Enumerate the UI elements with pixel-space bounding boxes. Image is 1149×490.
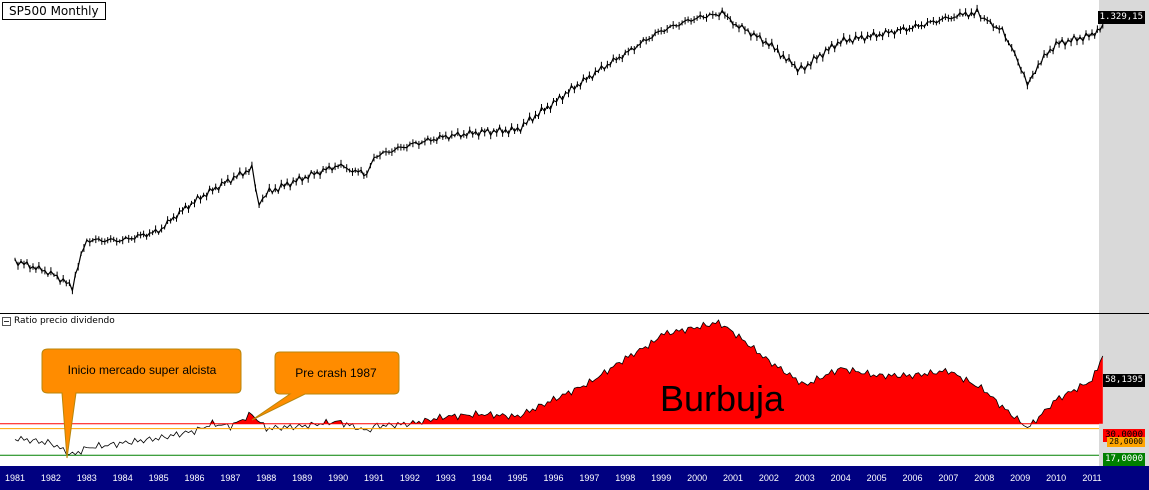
collapse-icon[interactable]	[2, 316, 11, 326]
x-axis-bar	[0, 466, 1149, 490]
x-tick-label: 1994	[472, 473, 492, 483]
price-scale-panel	[1099, 0, 1149, 466]
x-tick-label: 1992	[400, 473, 420, 483]
x-tick-label: 1997	[579, 473, 599, 483]
bubble-label: Burbuja	[660, 378, 785, 419]
x-tick-label: 2009	[1010, 473, 1030, 483]
callout-text-2: Pre crash 1987	[295, 366, 377, 380]
ratio-pane	[14, 319, 1104, 456]
x-tick-label: 2002	[759, 473, 779, 483]
x-tick-label: 1983	[77, 473, 97, 483]
x-tick-label: 1995	[508, 473, 528, 483]
callout-bubble-1	[41, 348, 242, 459]
callout-inicio-mercado: Inicio mercado super alcista	[41, 348, 242, 459]
ratio-above-30-area	[15, 320, 1103, 424]
x-tick-label: 1998	[615, 473, 635, 483]
x-tick-label: 2000	[687, 473, 707, 483]
x-tick-label: 1999	[651, 473, 671, 483]
x-tick-label: 1988	[256, 473, 276, 483]
x-tick-label: 2003	[795, 473, 815, 483]
x-tick-label: 2010	[1046, 473, 1066, 483]
callout-bubble-2	[251, 351, 400, 421]
x-tick-label: 2008	[974, 473, 994, 483]
x-tick-label: 1987	[220, 473, 240, 483]
x-tick-label: 1991	[364, 473, 384, 483]
x-tick-label: 1986	[184, 473, 204, 483]
x-tick-label: 2011	[1082, 473, 1101, 483]
last-price-tag: 1.329,15	[1097, 11, 1145, 24]
x-axis-ticks: 1981 1982 1983 1984 1985 1986 1987 1988 1989 1990…	[5, 473, 1102, 483]
x-tick-label: 2007	[938, 473, 958, 483]
ratio-last-tag: 58,1395	[1103, 374, 1145, 387]
chart-title: SP500 Monthly	[2, 2, 106, 20]
x-tick-label: 1981	[5, 473, 25, 483]
level-28-tag: 28,0000	[1107, 437, 1145, 447]
x-tick-label: 1989	[292, 473, 312, 483]
x-tick-label: 1996	[543, 473, 563, 483]
price-pane	[14, 4, 1104, 295]
x-tick-label: 1985	[149, 473, 169, 483]
x-tick-label: 2006	[902, 473, 922, 483]
x-tick-label: 2004	[831, 473, 851, 483]
x-tick-label: 1984	[113, 473, 133, 483]
indicator-label: Ratio precio dividendo	[14, 316, 115, 326]
price-series-line	[14, 6, 1104, 294]
level-17-tag: 17,0000	[1103, 453, 1145, 466]
callout-pre-crash: Pre crash 1987	[251, 351, 400, 421]
x-tick-label: 1990	[328, 473, 348, 483]
x-tick-label: 2001	[723, 473, 743, 483]
x-tick-label: 2005	[867, 473, 887, 483]
callout-text-1: Inicio mercado super alcista	[68, 363, 217, 377]
ratio-series-line	[14, 319, 1104, 456]
x-tick-label: 1982	[41, 473, 61, 483]
x-tick-label: 1993	[436, 473, 456, 483]
indicator-header: Ratio precio dividendo	[2, 316, 115, 326]
